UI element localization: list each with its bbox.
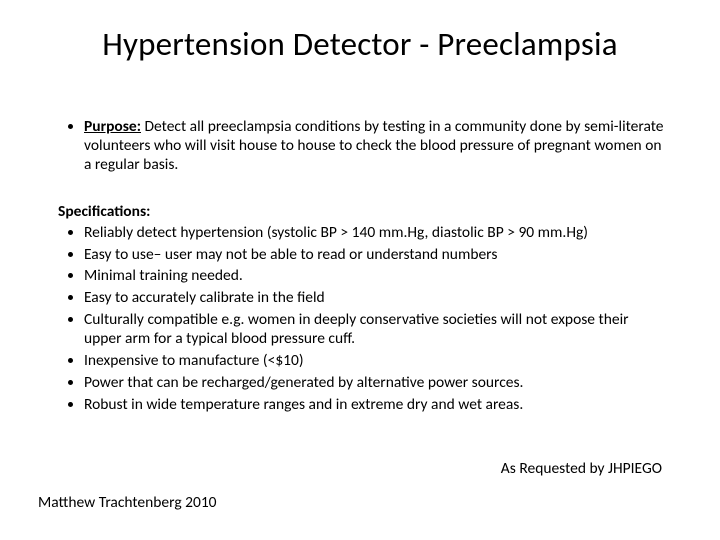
author-footer: Matthew Trachtenberg 2010: [38, 493, 217, 512]
purpose-label: Purpose:: [84, 117, 141, 136]
purpose-item: Purpose: Detect all preeclampsia conditi…: [84, 118, 666, 175]
specifications-list: Reliably detect hypertension (systolic B…: [58, 224, 666, 415]
requested-by: As Requested by JHPIEGO: [501, 459, 662, 478]
spec-item: Easy to accurately calibrate in the fiel…: [84, 289, 666, 308]
spec-item: Power that can be recharged/generated by…: [84, 374, 666, 393]
spec-item: Robust in wide temperature ranges and in…: [84, 396, 666, 415]
slide: Hypertension Detector - Preeclampsia Pur…: [0, 0, 720, 540]
spec-item: Reliably detect hypertension (systolic B…: [84, 224, 666, 243]
spec-item: Minimal training needed.: [84, 267, 666, 286]
spec-item: Inexpensive to manufacture (<$10): [84, 352, 666, 371]
slide-title: Hypertension Detector - Preeclampsia: [0, 24, 720, 64]
spec-item: Culturally compatible e.g. women in deep…: [84, 311, 666, 349]
slide-body: Purpose: Detect all preeclampsia conditi…: [58, 118, 666, 418]
purpose-list: Purpose: Detect all preeclampsia conditi…: [58, 118, 666, 175]
specifications-heading: Specifications:: [58, 203, 666, 222]
purpose-text: Detect all preeclampsia conditions by te…: [84, 117, 664, 174]
spec-item: Easy to use– user may not be able to rea…: [84, 246, 666, 265]
